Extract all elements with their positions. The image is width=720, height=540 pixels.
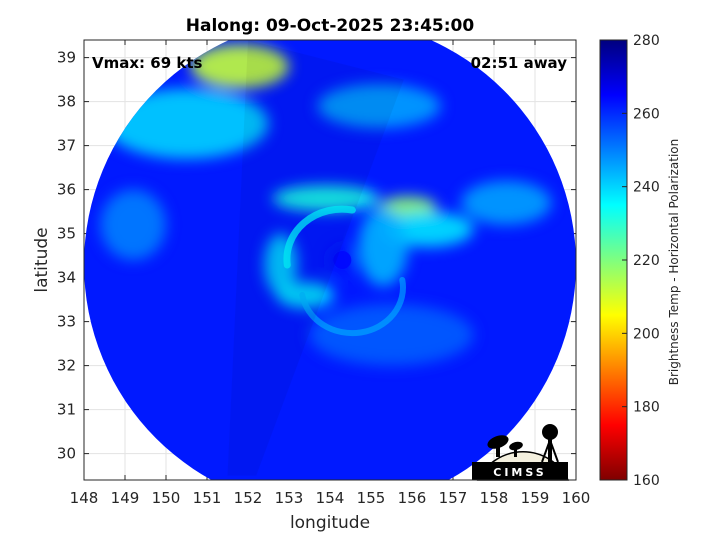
y-tick-label: 32 [57,357,76,375]
x-tick-label: 157 [439,489,468,507]
storm-eye [333,251,352,269]
x-tick-label: 153 [275,489,304,507]
colorbar-ticks: 160 180 200 220 240 260 280 [622,33,660,489]
axes-frame [83,39,577,481]
x-tick-label: 150 [152,489,181,507]
y-tick-label: 35 [57,225,76,243]
chart-title: Halong: 09-Oct-2025 23:45:00 [186,16,475,36]
x-tick-label: 155 [357,489,386,507]
x-tick-labels: 148 149 150 151 152 153 154 155 156 157 158 159 160 [70,489,591,507]
y-tick-label: 30 [57,445,76,463]
brightness-feature [317,84,441,128]
colorbar-tick-label: 200 [633,326,660,342]
spiral-band [283,205,356,269]
cimss-logo: CIMSS [472,424,570,481]
y-tick-label: 34 [57,269,76,287]
x-tick-label: 160 [562,489,591,507]
colorbar-tick-label: 160 [633,473,660,489]
brightness-feature [190,44,289,89]
colorbar-tick-label: 180 [633,400,660,416]
y-tick-label: 39 [57,49,76,67]
y-tick-label: 33 [57,313,76,331]
brightness-feature [272,185,380,212]
y-tick-label: 38 [57,93,76,111]
y-axis-label: latitude [32,227,52,292]
logo-tower [548,438,552,462]
brightness-feature [100,189,166,260]
colorbar-label: Brightness Temp - Horizontal Polarizatio… [667,139,681,386]
swath-seam [227,40,404,476]
logo-tower-top [542,424,558,440]
colorbar-tick-label: 240 [633,180,660,196]
brightness-feature [358,207,408,287]
y-tick-label: 37 [57,137,76,155]
x-tick-label: 149 [111,489,140,507]
colorbar-tick-label: 220 [633,253,660,269]
brightness-feature [104,88,269,159]
time-away-annotation: 02:51 away [471,54,568,72]
x-tick-label: 158 [480,489,509,507]
x-tick-label: 151 [193,489,222,507]
logo-text: CIMSS [493,466,546,479]
y-tick-label: 36 [57,181,76,199]
swath-disc [84,40,576,480]
colorbar-tick-label: 280 [633,33,660,49]
y-tick-label: 31 [57,401,76,419]
x-axis-label: longitude [290,513,370,533]
brightness-feature [461,180,552,225]
logo-dish-right [509,441,523,451]
brightness-feature [276,282,335,309]
colorbar-tick-label: 260 [633,106,660,122]
x-tick-label: 159 [521,489,550,507]
spiral-band-lower [299,277,406,337]
x-tick-label: 148 [70,489,99,507]
vmax-annotation: Vmax: 69 kts [92,54,202,72]
x-tick-label: 156 [398,489,427,507]
y-tick-labels: 30 31 32 33 34 35 36 37 38 39 [57,49,76,463]
brightness-feature [309,304,474,366]
brightness-features [100,44,552,366]
logo-dish-left [487,435,509,449]
logo-band [472,462,568,480]
x-tick-label: 152 [234,489,263,507]
swath-details [227,40,406,476]
x-tick-label: 154 [316,489,345,507]
